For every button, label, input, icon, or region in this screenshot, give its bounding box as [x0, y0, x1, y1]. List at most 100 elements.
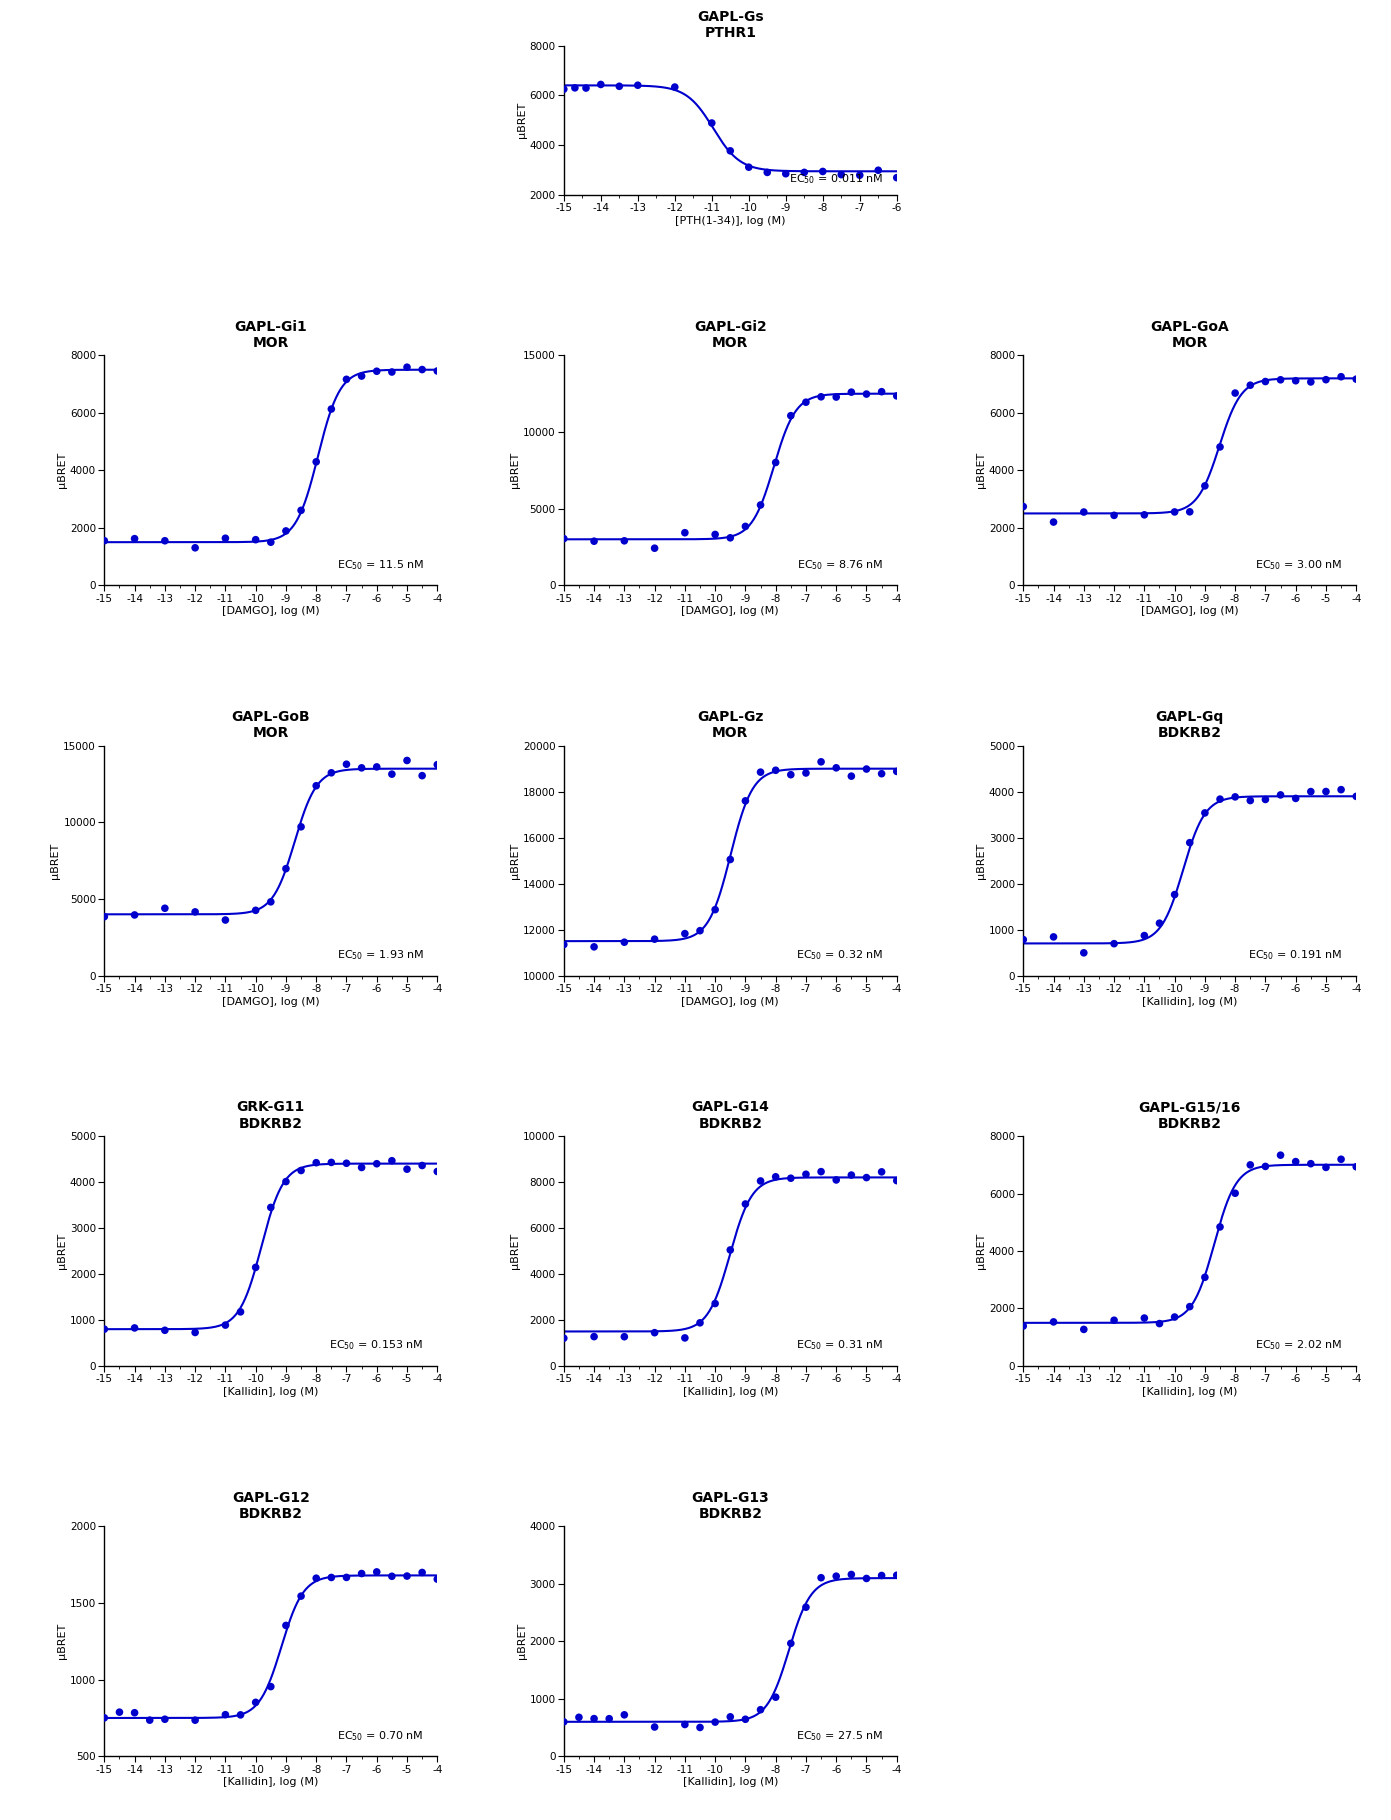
Point [794, 759, 817, 788]
Point [1193, 471, 1216, 500]
Point [613, 526, 636, 555]
Point [1163, 497, 1185, 526]
Point [426, 1158, 448, 1187]
Point [552, 1707, 574, 1736]
Point [320, 1563, 342, 1592]
Point [608, 71, 630, 100]
Point [871, 377, 893, 406]
Point [552, 1323, 574, 1352]
Point [139, 1705, 161, 1734]
Point [1255, 1152, 1277, 1181]
Point [840, 1560, 862, 1589]
Text: EC$_{50}$ = 0.011 nM: EC$_{50}$ = 0.011 nM [789, 173, 883, 186]
Point [704, 1289, 726, 1318]
Point [1013, 491, 1035, 521]
Point [871, 1158, 893, 1187]
Point [426, 357, 448, 386]
Point [1255, 784, 1277, 814]
Point [886, 1562, 908, 1591]
X-axis label: [DAMGO], log (M): [DAMGO], log (M) [223, 997, 320, 1006]
Point [574, 73, 597, 102]
Point [381, 1147, 403, 1176]
Point [704, 1707, 726, 1736]
Point [410, 355, 433, 384]
Point [563, 73, 586, 102]
Point [1209, 433, 1231, 462]
Point [1270, 1141, 1292, 1170]
Point [855, 1563, 878, 1592]
Title: GAPL-Gs
PTHR1: GAPL-Gs PTHR1 [697, 9, 764, 40]
Point [701, 109, 723, 138]
Y-axis label: μBRET: μBRET [516, 1623, 527, 1660]
Point [765, 755, 787, 784]
Point [583, 1321, 605, 1350]
Point [794, 1592, 817, 1622]
Point [552, 75, 574, 104]
Point [1072, 497, 1095, 526]
Point [93, 1314, 115, 1343]
Y-axis label: μBRET: μBRET [510, 843, 520, 879]
Point [1299, 777, 1321, 806]
Point [613, 1700, 636, 1729]
Point [780, 400, 803, 430]
Point [673, 519, 696, 548]
Point [93, 526, 115, 555]
Point [886, 164, 908, 193]
X-axis label: [Kallidin], log (M): [Kallidin], log (M) [1142, 1387, 1238, 1398]
Point [1284, 784, 1306, 814]
Point [410, 1150, 433, 1179]
Text: EC$_{50}$ = 11.5 nM: EC$_{50}$ = 11.5 nM [337, 557, 424, 571]
Point [552, 930, 574, 959]
Point [1072, 939, 1095, 968]
Point [855, 380, 878, 410]
Point [305, 448, 327, 477]
Point [734, 511, 757, 541]
Point [1239, 371, 1262, 400]
Text: EC$_{50}$ = 0.31 nM: EC$_{50}$ = 0.31 nM [796, 1338, 883, 1352]
Point [1284, 366, 1306, 395]
Point [320, 1148, 342, 1178]
Point [214, 1700, 236, 1729]
Point [719, 844, 741, 874]
Point [1149, 1309, 1171, 1338]
Point [1270, 781, 1292, 810]
Text: EC$_{50}$ = 3.00 nM: EC$_{50}$ = 3.00 nM [1256, 557, 1342, 571]
Point [366, 752, 388, 781]
Point [825, 1165, 847, 1194]
X-axis label: [Kallidin], log (M): [Kallidin], log (M) [223, 1387, 319, 1398]
Point [1255, 368, 1277, 397]
Point [396, 746, 419, 775]
Text: EC$_{50}$ = 0.191 nM: EC$_{50}$ = 0.191 nM [1248, 948, 1342, 961]
Point [765, 1163, 787, 1192]
Point [230, 1700, 252, 1729]
Point [704, 521, 726, 550]
Y-axis label: μBRET: μBRET [510, 451, 520, 488]
Point [765, 448, 787, 477]
Point [154, 894, 177, 923]
Point [1103, 1305, 1125, 1334]
Point [260, 1192, 282, 1221]
Point [794, 388, 817, 417]
Point [644, 925, 666, 954]
Point [825, 753, 847, 783]
Point [1224, 1179, 1246, 1208]
Point [810, 1158, 832, 1187]
Point [1178, 497, 1200, 526]
Point [825, 1562, 847, 1591]
Point [1345, 1152, 1367, 1181]
Point [644, 1318, 666, 1347]
Y-axis label: μBRET: μBRET [57, 1232, 67, 1269]
X-axis label: [DAMGO], log (M): [DAMGO], log (M) [1141, 606, 1238, 617]
Point [1239, 786, 1262, 815]
Point [867, 157, 889, 186]
Point [644, 533, 666, 562]
Point [1284, 1147, 1306, 1176]
Point [886, 382, 908, 411]
Point [366, 1148, 388, 1178]
Point [320, 395, 342, 424]
Point [214, 1310, 236, 1340]
Point [765, 1684, 787, 1713]
Point [871, 759, 893, 788]
Point [289, 1156, 312, 1185]
Text: EC$_{50}$ = 1.93 nM: EC$_{50}$ = 1.93 nM [337, 948, 424, 961]
